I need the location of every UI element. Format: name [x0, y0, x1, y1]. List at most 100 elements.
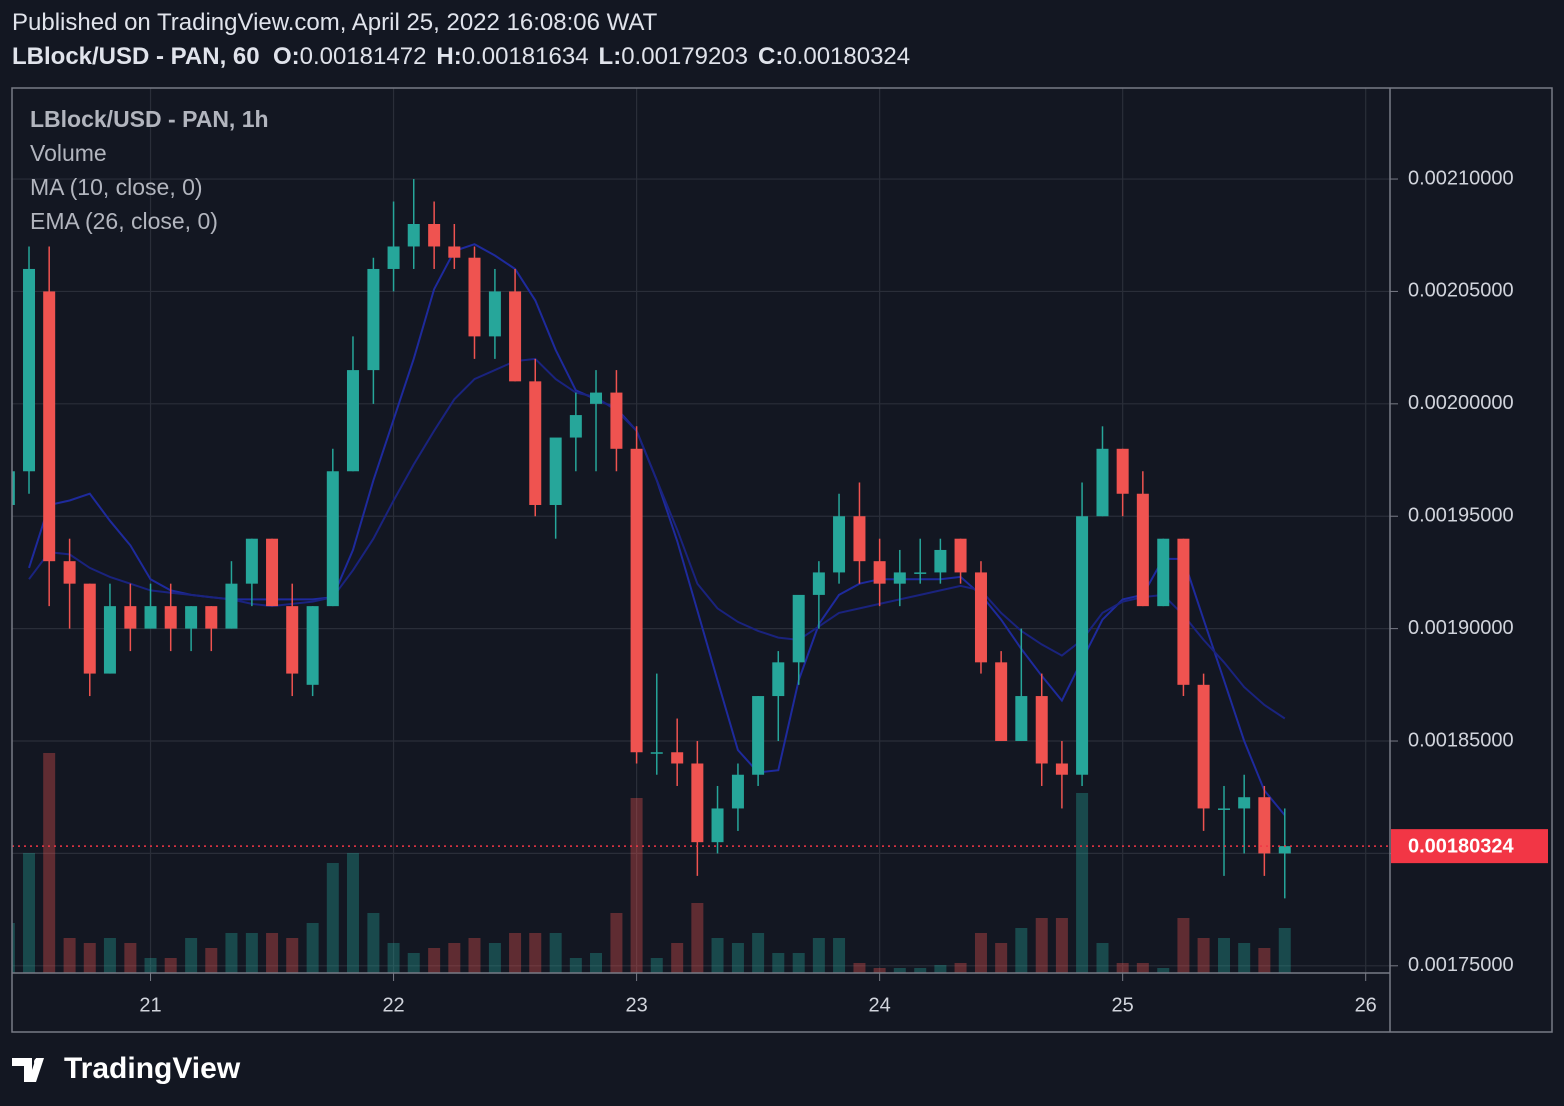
logo-dot: [34, 1058, 42, 1066]
volume-bar: [1096, 943, 1109, 973]
candle-body: [630, 448, 643, 753]
candle-body: [1136, 493, 1149, 607]
candle-body: [812, 572, 825, 595]
candle-body: [752, 696, 765, 775]
volume-bar: [23, 853, 36, 973]
volume-bar: [1278, 928, 1291, 973]
x-tick-label: 22: [382, 994, 404, 1016]
candle-body: [326, 471, 339, 607]
volume-bar: [245, 933, 258, 973]
volume-bar: [569, 958, 582, 973]
symbol: LBlock/USD - PAN, 60: [12, 43, 260, 70]
candle-body: [83, 583, 96, 674]
candle-body: [1258, 797, 1271, 854]
candle-body: [1015, 696, 1028, 742]
candle-body: [893, 572, 906, 584]
candle-body: [63, 561, 76, 584]
plot-area: [12, 88, 1390, 973]
volume-bar: [1055, 918, 1068, 973]
volume-bar: [1157, 968, 1170, 973]
ohlc-label: H:: [436, 43, 462, 70]
candle-body: [448, 246, 461, 258]
candle-body: [569, 415, 582, 438]
volume-bar: [306, 923, 319, 973]
volume-bar: [428, 948, 441, 973]
candle-body: [286, 606, 299, 674]
volume-bar: [1177, 918, 1190, 973]
volume-bar: [407, 953, 420, 973]
ohlc-value: 0.00181472: [299, 43, 427, 70]
ohlc-label: L:: [598, 43, 622, 70]
volume-bar: [974, 933, 987, 973]
y-tick-label: 0.00185000: [1408, 729, 1514, 751]
volume-bar: [671, 943, 684, 973]
logo: TradingView: [12, 1052, 241, 1085]
candle-body: [1177, 538, 1190, 685]
volume-bar: [995, 943, 1008, 973]
volume-bar: [590, 953, 603, 973]
candle-body: [529, 381, 542, 505]
candle-body: [1096, 448, 1109, 517]
volume-bar: [1116, 963, 1129, 973]
volume-bar: [12, 923, 15, 973]
candle-body: [934, 549, 947, 573]
candle-body: [1116, 448, 1129, 494]
legend-entry: Volume: [30, 140, 107, 166]
last-price-label: 0.00180324: [1408, 835, 1515, 857]
volume-bar: [549, 933, 562, 973]
candle-body: [995, 662, 1008, 742]
volume-bar: [1015, 928, 1028, 973]
candle-body: [428, 223, 441, 247]
legend-entry: LBlock/USD - PAN, 1h: [30, 106, 269, 132]
candle-body: [387, 246, 400, 269]
candle-body: [590, 392, 603, 404]
candle-body: [144, 606, 157, 629]
volume-bar: [286, 938, 299, 973]
candle-body: [974, 572, 987, 663]
last-price-box: [1391, 829, 1548, 864]
volume-bar: [124, 943, 137, 973]
candle-body: [1035, 696, 1048, 764]
candle-body: [1278, 846, 1291, 854]
candle-body: [509, 291, 522, 382]
volume-bar: [772, 953, 785, 973]
volume-bar: [205, 948, 218, 973]
volume-bar: [266, 933, 279, 973]
candle-body: [164, 606, 177, 629]
volume-bar: [529, 933, 542, 973]
candle-body: [691, 763, 704, 843]
volume-bar: [326, 863, 339, 973]
x-tick-label: 24: [869, 994, 891, 1016]
volume-bar: [144, 958, 157, 973]
frame: [11, 87, 1553, 1033]
candle-body: [468, 257, 481, 337]
legend-entry: MA (10, close, 0): [30, 174, 203, 200]
candle-body: [610, 392, 623, 449]
volume-bar: [346, 853, 359, 973]
candle-body: [853, 516, 866, 562]
volume-bar: [691, 903, 704, 973]
candle-body: [266, 538, 279, 607]
volume-bar: [185, 938, 198, 973]
x-tick-label: 26: [1355, 994, 1377, 1016]
candle-body: [833, 516, 846, 573]
ohlc-label: O:: [272, 43, 300, 70]
volume-bar: [731, 943, 744, 973]
candle-body: [671, 752, 684, 764]
candle-body: [1076, 516, 1089, 775]
candle-body: [772, 662, 785, 697]
y-tick-label: 0.00190000: [1408, 617, 1514, 639]
candle-body: [185, 606, 198, 629]
volume-bar: [610, 913, 623, 973]
candle-body: [1238, 797, 1251, 809]
volume-bar: [63, 938, 76, 973]
candle-body: [1055, 763, 1068, 775]
candle-body: [205, 606, 218, 629]
ohlc-label: C:: [758, 43, 784, 70]
candle-body: [367, 268, 380, 371]
logo-text: TradingView: [64, 1052, 241, 1085]
volume-bar: [225, 933, 238, 973]
candle-body: [124, 606, 137, 629]
volume-bar: [1218, 938, 1231, 973]
